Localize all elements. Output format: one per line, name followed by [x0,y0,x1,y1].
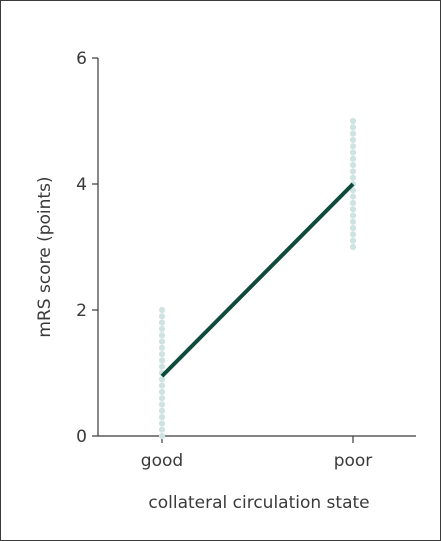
data-point-poor [349,136,357,143]
data-point-good [158,414,166,421]
data-point-good [158,344,166,351]
data-point-poor [349,155,357,162]
axes: 0 2 4 6 good poor [76,49,416,471]
data-point-good [158,407,166,414]
data-point-poor [349,243,357,251]
data-point-poor [349,168,357,175]
data-point-good [158,401,166,408]
data-point-poor [349,174,357,181]
data-point-good [158,332,166,339]
data-point-poor [349,143,357,150]
y-tick-label: 6 [76,49,87,69]
data-points [158,117,357,440]
data-point-poor [349,231,357,238]
data-point-poor [349,225,357,232]
data-point-good [158,395,166,402]
data-point-poor [349,162,357,169]
data-point-good [158,306,166,314]
data-point-good [158,351,166,358]
data-point-good [158,325,166,332]
data-point-poor [349,124,357,131]
x-tick-label-good: good [141,451,183,471]
data-point-good [158,313,166,320]
data-point-good [158,432,166,440]
y-tick-label: 2 [76,301,87,321]
data-point-poor [349,130,357,137]
data-point-poor [349,149,357,156]
data-point-good [158,338,166,345]
x-tick-label-poor: poor [334,451,373,471]
y-axis-title: mRS score (points) [35,176,55,337]
labels: collateral circulation state mRS score (… [35,176,370,513]
data-point-good [158,357,166,364]
data-point-poor [349,199,357,206]
data-point-good [158,426,166,433]
trend-line-group [160,182,355,378]
x-axis-title: collateral circulation state [148,493,369,513]
data-point-good [158,319,166,326]
data-point-good [158,388,166,395]
data-point-poor [349,218,357,225]
trend-line [160,182,355,378]
data-point-good [158,376,166,383]
data-point-poor [349,206,357,213]
data-point-poor [349,187,357,194]
y-tick-label: 0 [76,427,87,447]
data-point-poor [349,117,357,125]
y-tick-label: 4 [76,175,87,195]
data-point-poor [349,212,357,219]
data-point-poor [349,193,357,200]
data-point-good [158,382,166,389]
data-point-good [158,420,166,427]
data-point-poor [349,237,357,244]
data-point-good [158,363,166,370]
